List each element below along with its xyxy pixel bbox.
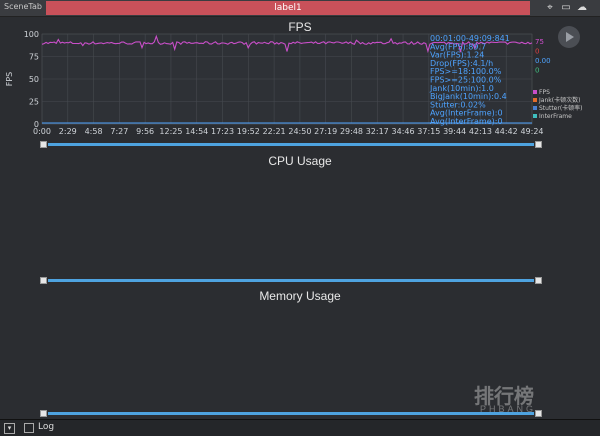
fps-legend-swatch [533, 106, 537, 110]
bottom-bar: ▾ Log [0, 419, 600, 436]
folder-icon[interactable]: ▭ [561, 2, 571, 13]
fps-x-tick-label: 12:25 [159, 127, 182, 136]
fps-x-tick-label: 42:13 [469, 127, 492, 136]
fps-scroll-handle-right[interactable] [535, 141, 542, 148]
fps-stat-line: FPS>=25:100.0% [430, 76, 502, 85]
fps-y-tick-label: 25 [29, 98, 39, 107]
cpu-scroll-handle-right[interactable] [535, 277, 542, 284]
fps-legend-label: FPS [539, 89, 550, 96]
fps-x-tick-label: 17:23 [211, 127, 234, 136]
cpu-panel: CPU Usage [2, 150, 598, 280]
fps-legend-swatch [533, 98, 537, 102]
fps-stat-line: FPS>=18:100.0% [430, 67, 502, 76]
fps-y-tick-label: 50 [29, 75, 39, 84]
fps-y-tick-label: 0 [34, 120, 39, 129]
memory-scroll-handle-right[interactable] [535, 410, 542, 417]
fps-stat-line: Jank(10min):1.0 [429, 84, 494, 93]
memory-chart-title: Memory Usage [259, 289, 341, 303]
fps-stat-line: Stutter:0.02% [430, 100, 486, 109]
fps-x-tick-label: 2:29 [59, 127, 77, 136]
fps-x-tick-label: 9:56 [136, 127, 154, 136]
fps-x-tick-label: 24:50 [288, 127, 311, 136]
fps-x-tick-label: 27:19 [314, 127, 337, 136]
fps-stat-line: Drop(FPS):4.1/h [430, 59, 493, 68]
play-button[interactable] [558, 26, 580, 48]
fps-x-tick-label: 14:54 [185, 127, 208, 136]
top-bar: SceneTab label1 ⌖ ▭ ☁ [0, 0, 600, 17]
fps-x-tick-label: 0:00 [33, 127, 51, 136]
dropdown-icon[interactable]: ▾ [4, 423, 15, 434]
fps-stat-line: Var(FPS):1.24 [430, 51, 484, 60]
fps-x-tick-label: 34:46 [392, 127, 415, 136]
fps-x-tick-label: 19:52 [237, 127, 260, 136]
memory-scroll-track[interactable] [48, 412, 534, 415]
fps-stat-line: 00:01:00-49:09:841 [430, 34, 510, 43]
cpu-time-scrollbar[interactable] [40, 277, 542, 284]
fps-x-tick-label: 4:58 [85, 127, 103, 136]
fps-legend-label: Stutter(卡顿率) [539, 104, 583, 112]
location-icon[interactable]: ⌖ [547, 2, 553, 13]
app-title: SceneTab [4, 2, 42, 11]
fps-scroll-handle-left[interactable] [40, 141, 47, 148]
cloud-icon[interactable]: ☁ [577, 2, 587, 13]
fps-y-tick-label: 75 [29, 53, 39, 62]
watermark-logo: 排行榜 [474, 386, 534, 408]
cpu-chart-title: CPU Usage [268, 154, 332, 168]
fps-current-value: 0 [535, 67, 539, 75]
fps-x-tick-label: 29:48 [340, 127, 363, 136]
fps-x-tick-label: 37:15 [417, 127, 440, 136]
fps-x-tick-label: 49:24 [520, 127, 543, 136]
fps-stat-line: Avg(InterFrame):0 [430, 109, 503, 118]
memory-panel: Memory Usage [2, 286, 598, 416]
fps-y-tick-label: 100 [24, 30, 39, 39]
fps-stat-line: Avg(InterFrame):0 [430, 117, 503, 126]
fps-legend-swatch [533, 90, 537, 94]
memory-time-scrollbar[interactable] [40, 410, 542, 417]
fps-current-value: 0 [535, 48, 539, 56]
tab-label1[interactable]: label1 [46, 1, 530, 15]
fps-current-value: 0.00 [535, 57, 551, 65]
fps-stat-line: BigJank(10min):0.4 [430, 92, 507, 101]
log-label: Log [38, 422, 55, 432]
fps-x-tick-label: 39:44 [443, 127, 466, 136]
fps-x-tick-label: 44:42 [495, 127, 518, 136]
fps-current-value: 75 [535, 38, 544, 46]
cpu-scroll-track[interactable] [48, 279, 534, 282]
fps-legend-label: Jank(卡顿次数) [538, 96, 580, 104]
memory-scroll-handle-left[interactable] [40, 410, 47, 417]
fps-chart-title: FPS [288, 20, 312, 34]
fps-y-axis-label: FPS [5, 72, 14, 87]
fps-x-tick-label: 32:17 [366, 127, 389, 136]
fps-stat-line: Avg(FPS):89.7 [430, 42, 486, 51]
fps-legend-label: InterFrame [539, 113, 572, 120]
fps-scroll-track[interactable] [48, 143, 534, 146]
log-checkbox[interactable] [24, 423, 34, 433]
fps-x-tick-label: 22:21 [263, 127, 286, 136]
fps-series-line [41, 34, 533, 54]
fps-time-scrollbar[interactable] [40, 141, 542, 148]
fps-legend-swatch [533, 114, 537, 118]
watermark-sub: PHBANG [480, 404, 537, 414]
fps-x-tick-label: 7:27 [110, 127, 128, 136]
cpu-scroll-handle-left[interactable] [40, 277, 47, 284]
